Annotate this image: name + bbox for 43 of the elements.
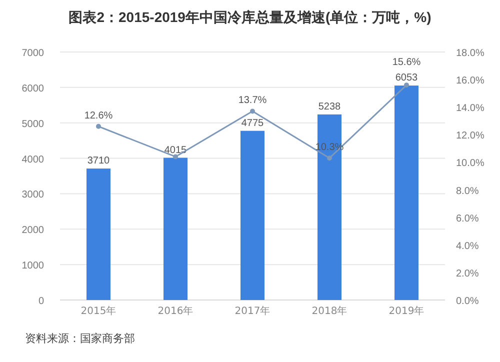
- text: 资料来源：国家商务部: [25, 332, 135, 345]
- y2-tick-label: 16.0%: [456, 76, 484, 87]
- y-tick-label: 6000: [22, 83, 44, 94]
- point: [250, 108, 255, 114]
- bar: [164, 158, 188, 300]
- x-tick-label: 2018年: [312, 305, 348, 317]
- y-tick-label: 2000: [22, 225, 44, 236]
- x-tick-label: 2019年: [388, 305, 424, 317]
- data-label: 15.6%: [392, 57, 421, 68]
- x-tick-label: 2015年: [80, 305, 116, 317]
- y-tick-label: 4000: [22, 154, 44, 166]
- point: [173, 154, 178, 160]
- data-label: 6053: [395, 72, 418, 84]
- y2-tick-label: 4.0%: [456, 240, 479, 252]
- x-tick-label: 2016年: [158, 305, 194, 317]
- y2-tick-label: 10.0%: [456, 158, 484, 170]
- y2-tick-label: 2.0%: [456, 268, 479, 280]
- chart-title: 图表2：2015-2019年中国冷库总量及增速(单位：万吨，%): [68, 9, 432, 25]
- point: [404, 82, 409, 88]
- bar: [86, 168, 110, 300]
- point: [327, 156, 332, 161]
- y2-tick-label: 12.0%: [456, 130, 484, 142]
- y-tick-label: 0: [38, 296, 44, 307]
- data-label: 13.7%: [238, 95, 267, 106]
- data-label: 12.6%: [84, 110, 113, 122]
- point: [96, 124, 101, 129]
- y-tick-label: 5000: [22, 118, 44, 130]
- y2-tick-label: 18.0%: [456, 48, 484, 59]
- data-label: 4015: [164, 144, 188, 156]
- data-label: 3710: [87, 156, 110, 167]
- y-tick-label: 7000: [22, 48, 44, 59]
- y2-tick-label: 0.0%: [456, 296, 479, 307]
- bar: [318, 114, 342, 300]
- bar: [394, 86, 418, 300]
- y2-tick-label: 14.0%: [456, 103, 484, 114]
- data-label: 4775: [241, 118, 264, 129]
- data-label: 5238: [318, 101, 342, 112]
- y-tick-label: 3000: [22, 190, 44, 201]
- x-tick-label: 2017年: [234, 305, 270, 317]
- y2-tick-label: 6.0%: [456, 213, 479, 224]
- bar: [240, 130, 264, 300]
- y-tick-label: 1000: [22, 260, 44, 272]
- y2-tick-label: 8.0%: [456, 186, 479, 197]
